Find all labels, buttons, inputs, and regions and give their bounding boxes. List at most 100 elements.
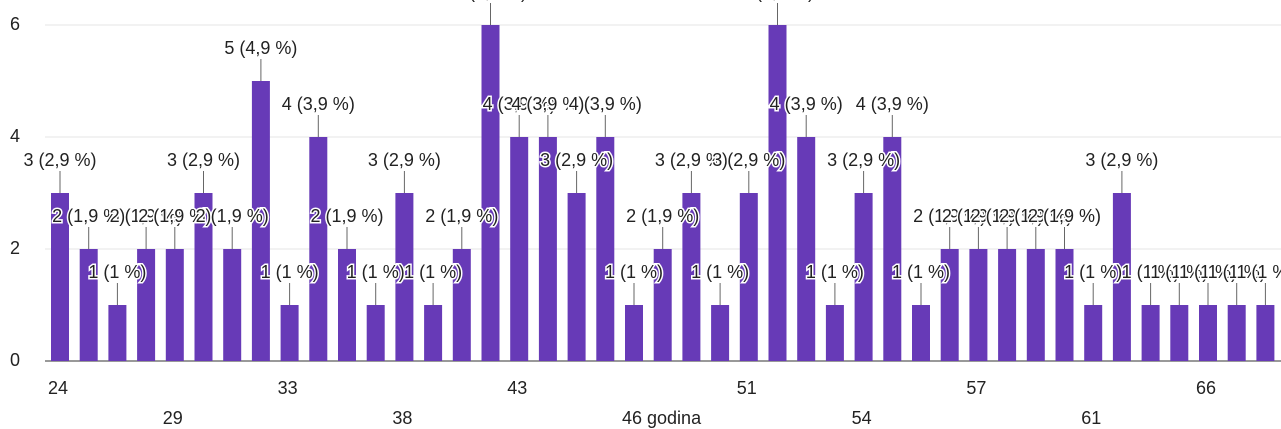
bar xyxy=(1256,305,1275,361)
bar xyxy=(739,193,758,361)
value-label: 6 (5,8 %) xyxy=(454,0,527,2)
bar xyxy=(653,249,672,361)
bar xyxy=(940,249,959,361)
bar xyxy=(596,137,615,361)
bar xyxy=(108,305,127,361)
bar xyxy=(338,249,356,361)
y-tick-label: 6 xyxy=(10,14,20,34)
value-label: 3 (2,9 %) xyxy=(540,150,613,170)
x-tick-label: 43 xyxy=(507,378,527,398)
bar xyxy=(998,249,1017,361)
value-label: 4 (3,9 %) xyxy=(282,94,355,114)
bar xyxy=(137,249,156,361)
value-label: 1 (1 %) xyxy=(404,262,462,282)
bar xyxy=(883,137,902,361)
bar xyxy=(251,81,270,361)
value-label: 2 (1,9 %) xyxy=(626,206,699,226)
value-label: 1 (1 %) xyxy=(892,262,950,282)
value-label: 3 (2,9 %) xyxy=(1085,150,1158,170)
bar xyxy=(1026,249,1045,361)
value-label: 2 (1,9 %) xyxy=(310,206,383,226)
bar xyxy=(1055,249,1074,361)
bar xyxy=(280,305,299,361)
x-tick-label: 24 xyxy=(48,378,68,398)
value-label: 3 (2,9 %) xyxy=(827,150,900,170)
bar xyxy=(711,305,730,361)
value-label: 3 (2,9 %) xyxy=(368,150,441,170)
x-tick-label: 54 xyxy=(852,408,872,428)
value-label: 1 (1 %) xyxy=(88,262,146,282)
bar xyxy=(768,25,787,361)
value-label: 2 (1,9 %) xyxy=(913,206,986,226)
value-label: 1 (1 %) xyxy=(1179,262,1237,282)
value-label: 2 (1,9 %) xyxy=(110,206,183,226)
value-label: 1 (1 %) xyxy=(347,262,405,282)
bar xyxy=(395,193,414,361)
bar xyxy=(854,193,873,361)
value-label: 2 (1,9 %) xyxy=(425,206,498,226)
value-label: 4 (3,9 %) xyxy=(511,94,584,114)
x-tick-label: 51 xyxy=(737,378,757,398)
value-label: 1 (1 %) xyxy=(1064,262,1122,282)
y-tick-label: 4 xyxy=(10,126,20,146)
bar xyxy=(625,305,643,361)
value-label: 1 (1 %) xyxy=(1236,262,1281,282)
bar xyxy=(1084,305,1103,361)
value-label: 6 (5,8 %) xyxy=(741,0,814,2)
value-label: 5 (4,9 %) xyxy=(224,38,297,58)
bar xyxy=(538,137,557,361)
bar xyxy=(366,305,385,361)
bar xyxy=(452,249,471,361)
value-label: 3 (2,9 %) xyxy=(23,150,96,170)
bar xyxy=(510,137,529,361)
y-tick-label: 0 xyxy=(10,350,20,370)
bar xyxy=(165,249,184,361)
bar xyxy=(223,249,242,361)
bar xyxy=(969,249,988,361)
bar xyxy=(424,305,443,361)
bar xyxy=(1112,193,1131,361)
value-label: 2 (1,9 %) xyxy=(1028,206,1101,226)
bar xyxy=(912,305,930,361)
value-label: 4 (3,9 %) xyxy=(856,94,929,114)
value-label: 2 (1,9 %) xyxy=(999,206,1072,226)
value-label: 1 (1 %) xyxy=(691,262,749,282)
value-label: 2 (1,9 %) xyxy=(52,206,125,226)
bar xyxy=(1170,305,1189,361)
value-label: 1 (1 %) xyxy=(605,262,663,282)
bar xyxy=(1227,305,1246,361)
value-label: 2 (1,9 %) xyxy=(942,206,1015,226)
bar xyxy=(682,193,701,361)
value-label: 4 (3,9 %) xyxy=(483,94,556,114)
value-label: 2 (1,9 %) xyxy=(196,206,269,226)
bar xyxy=(194,193,213,361)
bar xyxy=(797,137,816,361)
value-label: 1 (1 %) xyxy=(1208,262,1266,282)
x-tick-label: 57 xyxy=(966,378,986,398)
value-label: 4 (3,9 %) xyxy=(770,94,843,114)
value-label: 1 (1 %) xyxy=(1122,262,1180,282)
x-tick-label: 29 xyxy=(163,408,183,428)
value-label: 3 (2,9 %) xyxy=(655,150,728,170)
x-tick-label: 33 xyxy=(278,378,298,398)
value-label: 3 (2,9 %) xyxy=(712,150,785,170)
value-label: 2 (1,9 %) xyxy=(138,206,211,226)
value-label: 1 (1 %) xyxy=(806,262,864,282)
bar xyxy=(567,193,586,361)
bar xyxy=(481,25,500,361)
x-tick-label: 46 godina xyxy=(622,408,702,428)
value-label: 2 (1,9 %) xyxy=(971,206,1044,226)
y-tick-label: 2 xyxy=(10,238,20,258)
value-label: 1 (1 %) xyxy=(261,262,319,282)
bar xyxy=(1141,305,1160,361)
x-tick-label: 38 xyxy=(392,408,412,428)
value-label: 4 (3,9 %) xyxy=(569,94,642,114)
bar xyxy=(51,193,69,361)
bar xyxy=(825,305,844,361)
bar xyxy=(79,249,98,361)
x-tick-label: 61 xyxy=(1081,408,1101,428)
value-label: 1 (1 %) xyxy=(1150,262,1208,282)
x-tick-label: 66 xyxy=(1196,378,1216,398)
value-label: 3 (2,9 %) xyxy=(167,150,240,170)
